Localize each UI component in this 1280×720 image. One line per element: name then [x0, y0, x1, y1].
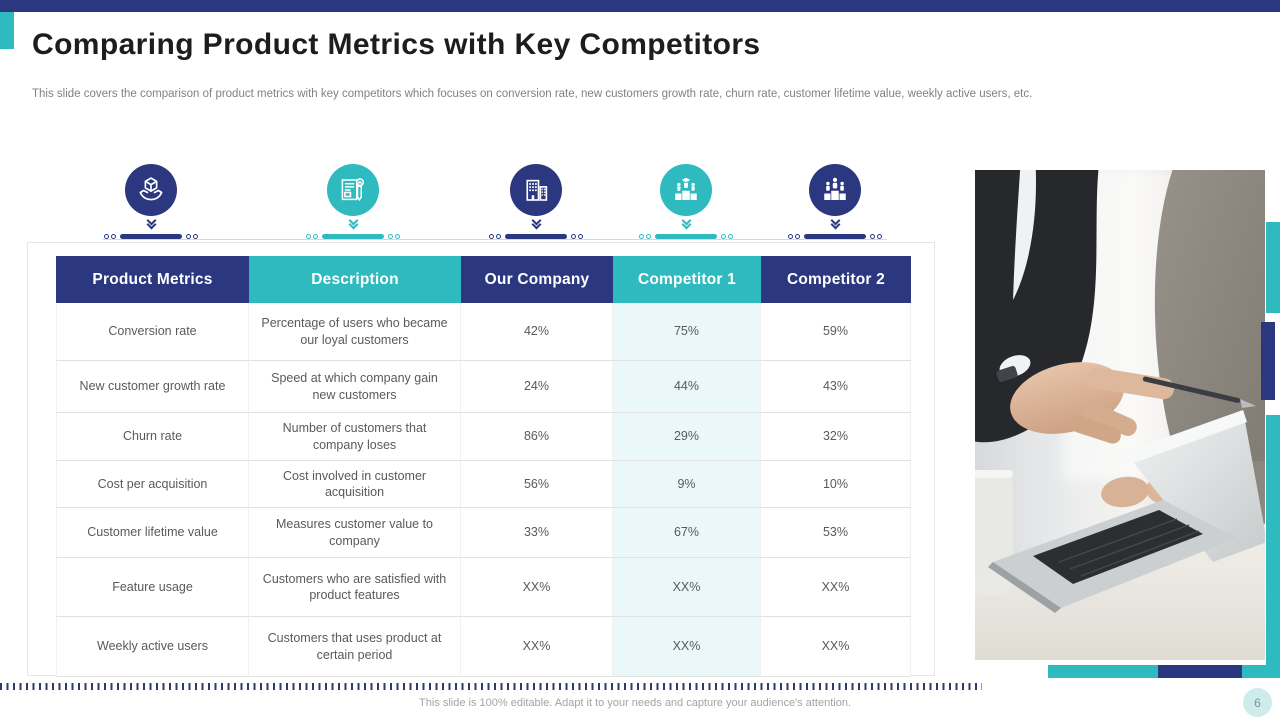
chevron-down-icon [348, 215, 358, 230]
connector-segment [305, 234, 401, 239]
metric-cell: New customer growth rate [56, 361, 249, 413]
page-number-badge: 6 [1243, 688, 1272, 717]
description-cell: Measures customer value to company [249, 508, 461, 558]
metric-cell: Weekly active users [56, 617, 249, 677]
description-cell: Number of customers that company loses [249, 413, 461, 461]
right-edge-navy-strip [1261, 322, 1275, 400]
value-cell: 53% [761, 508, 911, 558]
value-cell: XX% [761, 558, 911, 617]
right-edge-teal-strip-top [1266, 222, 1280, 313]
left-accent-bar [0, 12, 14, 49]
description-cell: Customers who are satisfied with product… [249, 558, 461, 617]
slide-subtitle: This slide covers the comparison of prod… [32, 88, 1033, 100]
value-cell: XX% [461, 617, 613, 677]
connector-segment [103, 234, 199, 239]
description-cell: Cost involved in customer acquisition [249, 461, 461, 508]
description-cell: Speed at which company gain new customer… [249, 361, 461, 413]
our-company-icon [510, 164, 562, 216]
value-cell: 67% [613, 508, 761, 558]
top-accent-bar [0, 0, 1280, 12]
value-cell: 9% [613, 461, 761, 508]
chevron-down-icon [681, 215, 691, 230]
column-header-our-company: Our Company [461, 256, 613, 303]
chevron-down-icon [146, 215, 156, 230]
competitor-2-icon [809, 164, 861, 216]
value-cell: 24% [461, 361, 613, 413]
description-icon-group [305, 164, 401, 239]
photo-illustration [975, 170, 1265, 660]
value-cell: XX% [613, 617, 761, 677]
competitor-2-icon-group [787, 164, 883, 239]
column-header-product-metrics: Product Metrics [56, 256, 249, 303]
value-cell: XX% [461, 558, 613, 617]
metric-cell: Feature usage [56, 558, 249, 617]
value-cell: 33% [461, 508, 613, 558]
description-cell: Customers that uses product at certain p… [249, 617, 461, 677]
table-frame: Product Metrics Description Our Company Com… [27, 242, 935, 677]
footer-note: This slide is 100% editable. Adapt it to… [419, 697, 851, 709]
connector-segment [638, 234, 734, 239]
value-cell: 42% [461, 303, 613, 361]
business-meeting-photo [975, 170, 1265, 660]
column-header-description: Description [249, 256, 461, 303]
chevron-down-icon [830, 215, 840, 230]
value-cell: 10% [761, 461, 911, 508]
value-cell: 86% [461, 413, 613, 461]
chevron-down-icon [531, 215, 541, 230]
competitor-1-icon-group [638, 164, 734, 239]
tick-divider [0, 683, 982, 690]
bottom-navy-bar [1158, 665, 1242, 678]
value-cell: 29% [613, 413, 761, 461]
metrics-table: Product Metrics Description Our Company Com… [56, 256, 911, 677]
product-metrics-icon-group [103, 164, 199, 239]
connector-segment [787, 234, 883, 239]
description-cell: Percentage of users who became our loyal… [249, 303, 461, 361]
competitor-1-icon [660, 164, 712, 216]
value-cell: 44% [613, 361, 761, 413]
right-edge-teal-strip-bottom [1266, 415, 1280, 677]
column-header-competitor-2: Competitor 2 [761, 256, 911, 303]
metric-cell: Customer lifetime value [56, 508, 249, 558]
value-cell: 59% [761, 303, 911, 361]
value-cell: 32% [761, 413, 911, 461]
value-cell: XX% [761, 617, 911, 677]
connector-segment [488, 234, 584, 239]
description-icon [327, 164, 379, 216]
metric-cell: Churn rate [56, 413, 249, 461]
page-title: Comparing Product Metrics with Key Compe… [32, 28, 761, 61]
connector-line [103, 239, 887, 240]
column-header-competitor-1: Competitor 1 [613, 256, 761, 303]
value-cell: 75% [613, 303, 761, 361]
value-cell: XX% [613, 558, 761, 617]
our-company-icon-group [488, 164, 584, 239]
metric-cell: Conversion rate [56, 303, 249, 361]
value-cell: 56% [461, 461, 613, 508]
value-cell: 43% [761, 361, 911, 413]
metric-cell: Cost per acquisition [56, 461, 249, 508]
product-metrics-icon [125, 164, 177, 216]
